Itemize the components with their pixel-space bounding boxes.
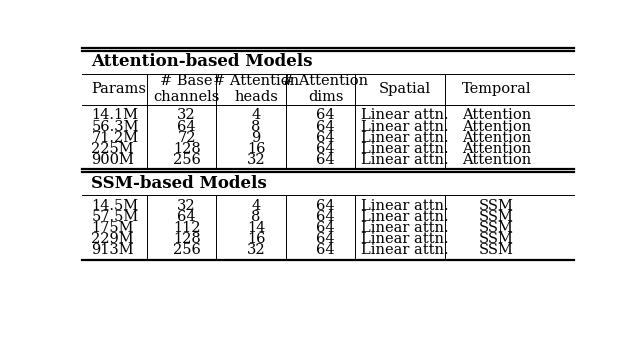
Text: 8: 8 <box>252 209 260 224</box>
Text: SSM: SSM <box>479 232 514 246</box>
Text: 64: 64 <box>316 221 335 235</box>
Text: 4: 4 <box>252 108 260 122</box>
Text: SSM-based Models: SSM-based Models <box>92 175 267 192</box>
Text: 64: 64 <box>177 120 196 133</box>
Text: 64: 64 <box>316 108 335 122</box>
Text: 32: 32 <box>177 198 196 213</box>
Text: 64: 64 <box>316 198 335 213</box>
Text: 175M: 175M <box>92 221 134 235</box>
Text: Attention: Attention <box>462 131 531 145</box>
Text: 14.5M: 14.5M <box>92 198 138 213</box>
Text: Params: Params <box>92 82 147 96</box>
Text: 64: 64 <box>316 142 335 156</box>
Text: 225M: 225M <box>92 142 134 156</box>
Text: 128: 128 <box>173 142 200 156</box>
Text: 32: 32 <box>177 108 196 122</box>
Text: 57.5M: 57.5M <box>92 209 139 224</box>
Text: SSM: SSM <box>479 209 514 224</box>
Text: 56.3M: 56.3M <box>92 120 139 133</box>
Text: 64: 64 <box>177 209 196 224</box>
Text: 71.2M: 71.2M <box>92 131 138 145</box>
Text: Temporal: Temporal <box>462 82 531 96</box>
Text: 128: 128 <box>173 232 200 246</box>
Text: 64: 64 <box>316 120 335 133</box>
Text: Attention: Attention <box>462 142 531 156</box>
Text: 32: 32 <box>247 153 266 167</box>
Text: Attention: Attention <box>462 153 531 167</box>
Text: Linear attn.: Linear attn. <box>361 221 449 235</box>
Text: 913M: 913M <box>92 243 134 257</box>
Text: Linear attn.: Linear attn. <box>361 209 449 224</box>
Text: 256: 256 <box>173 243 200 257</box>
Text: 112: 112 <box>173 221 200 235</box>
Text: 256: 256 <box>173 153 200 167</box>
Text: 64: 64 <box>316 153 335 167</box>
Text: Attention-based Models: Attention-based Models <box>92 53 313 69</box>
Text: Linear attn.: Linear attn. <box>361 108 449 122</box>
Text: Linear attn.: Linear attn. <box>361 142 449 156</box>
Text: SSM: SSM <box>479 243 514 257</box>
Text: 900M: 900M <box>92 153 134 167</box>
Text: 64: 64 <box>316 232 335 246</box>
Text: 16: 16 <box>247 142 266 156</box>
Text: Linear attn.: Linear attn. <box>361 120 449 133</box>
Text: Spatial: Spatial <box>379 82 431 96</box>
Text: SSM: SSM <box>479 221 514 235</box>
Text: 229M: 229M <box>92 232 134 246</box>
Text: 72: 72 <box>177 131 196 145</box>
Text: Attention: Attention <box>462 108 531 122</box>
Text: 8: 8 <box>252 120 260 133</box>
Text: 14: 14 <box>247 221 265 235</box>
Text: 64: 64 <box>316 131 335 145</box>
Text: SSM: SSM <box>479 198 514 213</box>
Text: Linear attn.: Linear attn. <box>361 232 449 246</box>
Text: 14.1M: 14.1M <box>92 108 138 122</box>
Text: Linear attn.: Linear attn. <box>361 131 449 145</box>
Text: Linear attn.: Linear attn. <box>361 243 449 257</box>
Text: # Attention
dims: # Attention dims <box>282 74 369 104</box>
Text: 9: 9 <box>252 131 260 145</box>
Text: # Base
channels: # Base channels <box>154 74 220 104</box>
Text: 4: 4 <box>252 198 260 213</box>
Text: Attention: Attention <box>462 120 531 133</box>
Text: 64: 64 <box>316 243 335 257</box>
Text: 64: 64 <box>316 209 335 224</box>
Text: # Attention
heads: # Attention heads <box>213 74 299 104</box>
Text: Linear attn.: Linear attn. <box>361 153 449 167</box>
Text: 16: 16 <box>247 232 266 246</box>
Text: 32: 32 <box>247 243 266 257</box>
Text: Linear attn.: Linear attn. <box>361 198 449 213</box>
